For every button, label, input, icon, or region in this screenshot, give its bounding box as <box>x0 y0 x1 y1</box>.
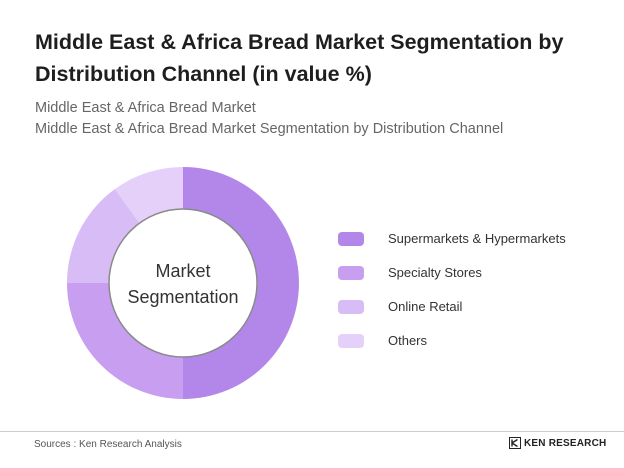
donut-center <box>108 208 258 358</box>
chart-title: Middle East & Africa Bread Market Segmen… <box>35 30 564 86</box>
ken-research-logo-icon <box>509 437 521 449</box>
donut-slice-online-retail <box>67 189 140 283</box>
ken-research-logo-text: KEN RESEARCH <box>524 438 607 449</box>
legend-swatch <box>338 266 364 280</box>
donut-chart: Market Segmentation <box>67 167 299 399</box>
legend-label: Online Retail <box>388 299 463 314</box>
chart-subtitle-line-1: Middle East & Africa Bread Market <box>35 100 256 116</box>
donut-center-label-line-2: Segmentation <box>127 287 238 307</box>
donut-center-label-line-1: Market <box>155 261 210 281</box>
donut-slice-specialty-stores <box>67 283 183 399</box>
legend-swatch <box>338 334 364 348</box>
donut-slice-supermarkets-hypermarkets <box>183 167 299 399</box>
legend-swatch <box>338 300 364 314</box>
legend-label: Others <box>388 333 428 348</box>
legend-swatch <box>338 232 364 246</box>
legend-label: Specialty Stores <box>388 265 482 280</box>
source-note: Sources : Ken Research Analysis <box>34 439 182 450</box>
footer-divider <box>0 431 624 432</box>
legend-label: Supermarkets & Hypermarkets <box>388 231 566 246</box>
chart-subtitle-line-2: Middle East & Africa Bread Market Segmen… <box>35 121 504 137</box>
donut-slice-others <box>114 167 183 224</box>
